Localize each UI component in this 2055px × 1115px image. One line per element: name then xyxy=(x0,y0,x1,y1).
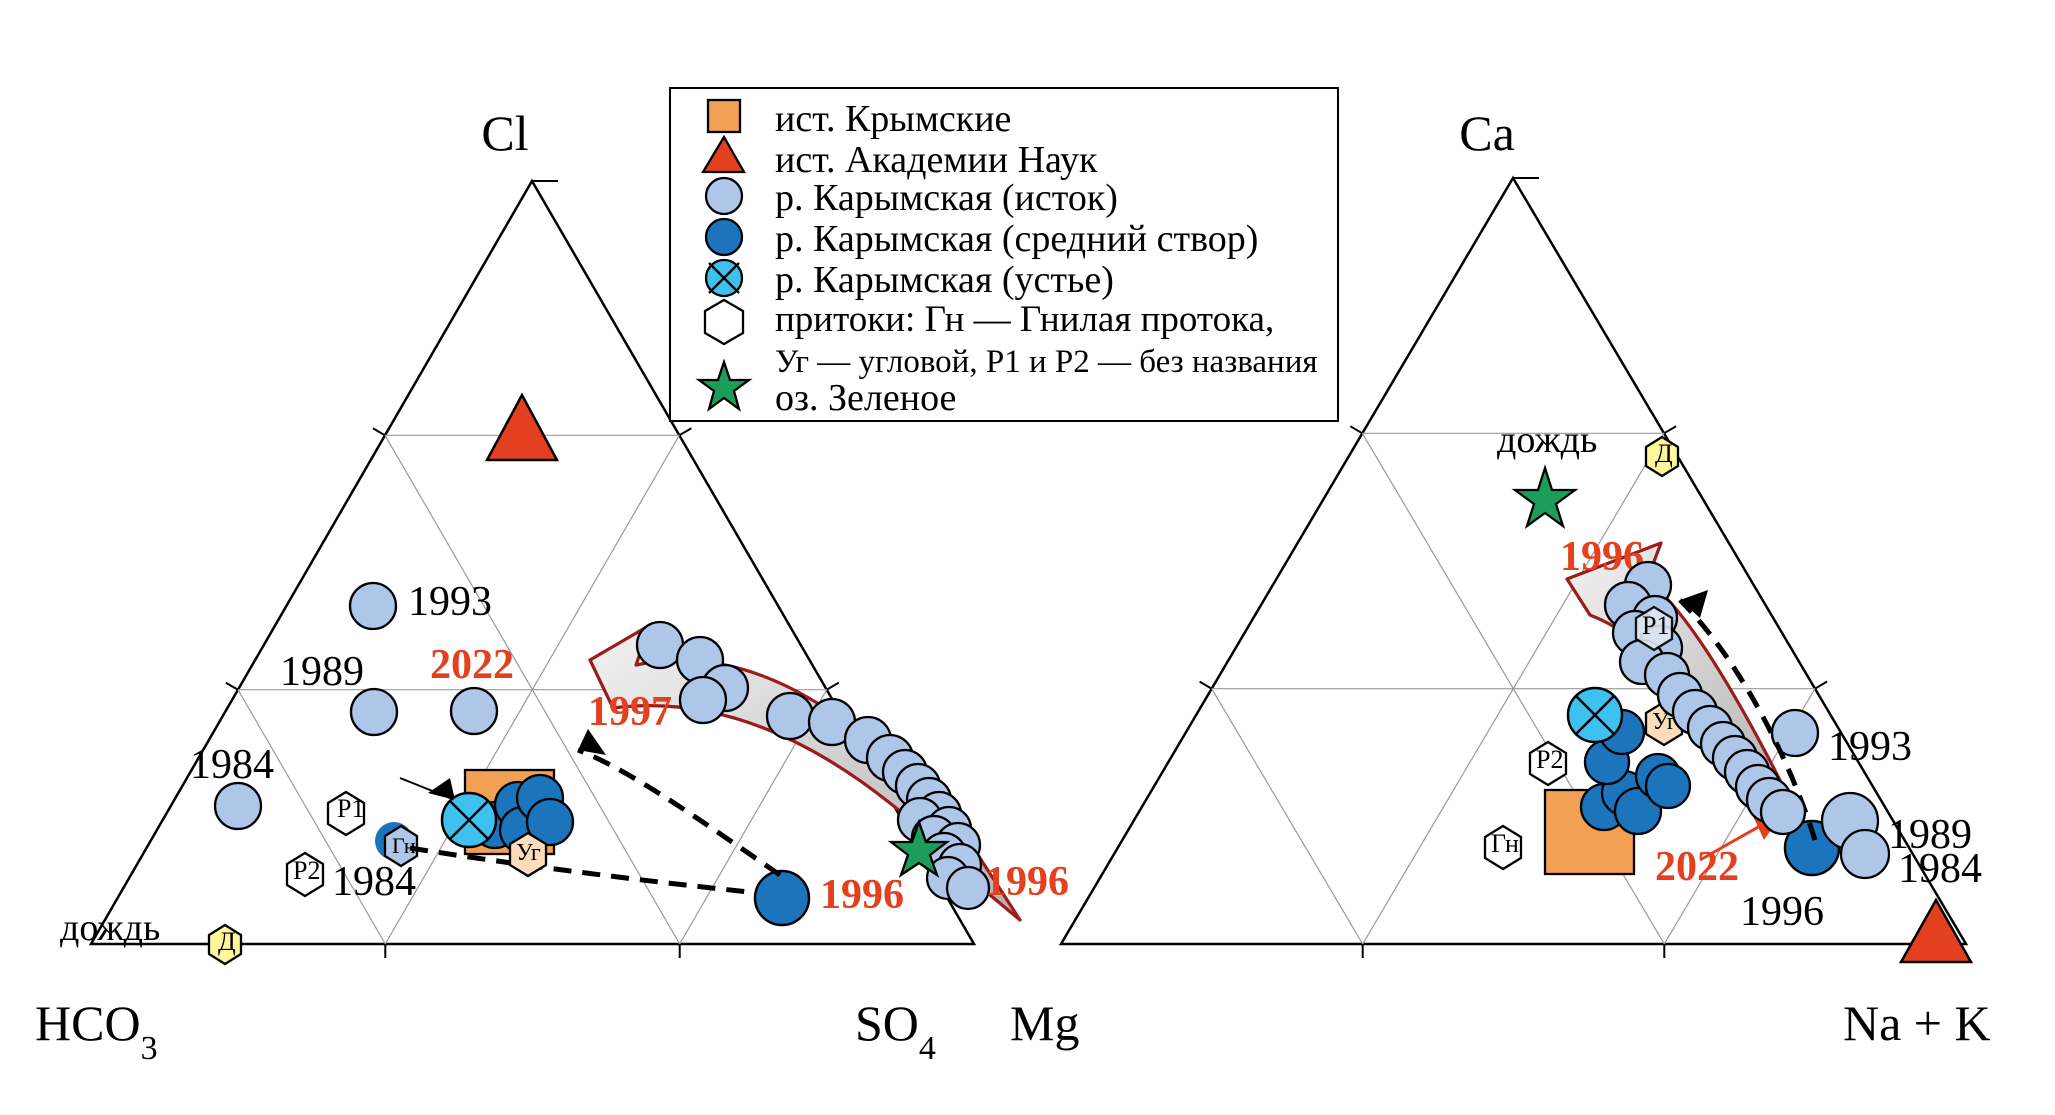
svg-text:дождь: дождь xyxy=(1497,419,1597,461)
svg-text:Р1: Р1 xyxy=(1642,611,1669,640)
svg-text:2022: 2022 xyxy=(1655,844,1739,890)
svg-text:Р2: Р2 xyxy=(1536,745,1563,774)
svg-text:1996: 1996 xyxy=(820,872,904,918)
svg-text:Гн: Гн xyxy=(392,833,416,858)
svg-text:Д: Д xyxy=(218,927,236,956)
svg-text:Ca: Ca xyxy=(1459,105,1515,161)
svg-text:Р1: Р1 xyxy=(337,794,364,823)
svg-text:притоки: Гн — Гнилая протока,: притоки: Гн — Гнилая протока, xyxy=(775,299,1274,340)
svg-text:р. Карымская (устье): р. Карымская (устье) xyxy=(775,259,1114,301)
svg-text:ист. Крымские: ист. Крымские xyxy=(775,98,1011,140)
svg-text:оз. Зеленое: оз. Зеленое xyxy=(775,377,956,419)
svg-text:Cl: Cl xyxy=(481,105,528,161)
svg-text:р. Карымская (средний створ): р. Карымская (средний створ) xyxy=(775,218,1258,260)
svg-text:1997: 1997 xyxy=(588,689,672,735)
svg-text:1993: 1993 xyxy=(1828,724,1912,770)
svg-text:1984: 1984 xyxy=(190,742,274,788)
svg-text:1989: 1989 xyxy=(280,649,364,695)
svg-text:Уг — угловой, Р1 и Р2 — без на: Уг — угловой, Р1 и Р2 — без названия xyxy=(775,344,1318,380)
svg-text:Уг: Уг xyxy=(516,840,541,866)
svg-text:Р2: Р2 xyxy=(293,856,320,885)
svg-text:1984: 1984 xyxy=(1898,846,1982,892)
svg-text:Д: Д xyxy=(1655,439,1673,468)
svg-text:1993: 1993 xyxy=(408,579,492,625)
svg-text:SO4: SO4 xyxy=(855,995,936,1067)
svg-text:1996: 1996 xyxy=(985,859,1069,905)
svg-text:Mg: Mg xyxy=(1010,995,1079,1051)
svg-text:2022: 2022 xyxy=(430,642,514,688)
svg-text:р. Карымская (исток): р. Карымская (исток) xyxy=(775,177,1118,219)
svg-text:1984: 1984 xyxy=(332,859,416,905)
svg-text:1996: 1996 xyxy=(1740,889,1824,935)
svg-text:дождь: дождь xyxy=(60,907,160,949)
svg-text:Гн: Гн xyxy=(1491,829,1519,858)
svg-text:Na + K: Na + K xyxy=(1843,995,1991,1051)
svg-text:HCO3: HCO3 xyxy=(35,995,158,1067)
svg-text:ист. Академии Наук: ист. Академии Наук xyxy=(775,139,1098,181)
